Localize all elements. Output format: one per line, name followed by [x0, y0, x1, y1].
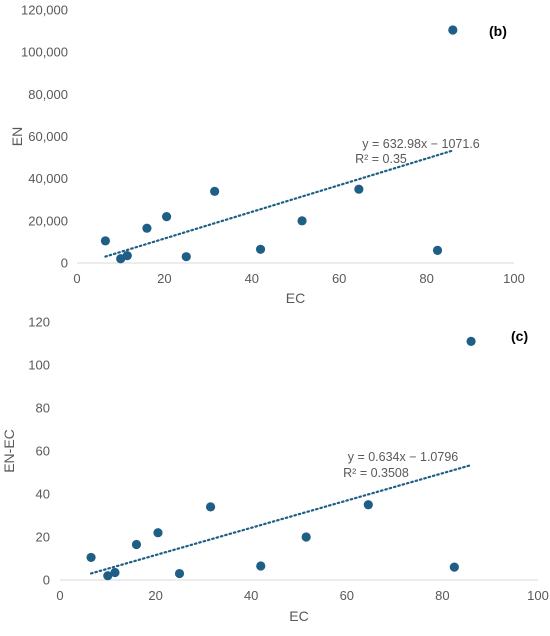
- chart-b-x-tick-label: 100: [503, 271, 525, 286]
- chart-b-x-tick-label: 0: [73, 271, 80, 286]
- chart-b-y-tick-label: 100,000: [21, 45, 68, 60]
- chart-b-points: [100, 25, 458, 264]
- chart-c-trend-equation: y = 0.634x − 1.0796: [348, 450, 459, 464]
- chart-b-x-tick-labels: 0 20 40 60 80 100: [73, 271, 524, 286]
- chart-c-panel-label: (c): [511, 328, 528, 344]
- chart-b-y-tick-label: 20,000: [28, 213, 68, 228]
- chart-b-y-tick-label: 80,000: [28, 87, 68, 102]
- chart-c-data-point: [153, 528, 163, 538]
- chart-b-y-tick-label: 120,000: [21, 3, 68, 18]
- chart-b-data-point: [297, 216, 307, 226]
- chart-b-data-point: [142, 223, 152, 233]
- chart-c-x-tick-label: 100: [527, 588, 549, 603]
- chart-c-x-tick-label: 80: [435, 588, 449, 603]
- chart-c-x-tick-label: 60: [340, 588, 354, 603]
- chart-c-data-point: [103, 571, 113, 581]
- chart-c-y-tick-label: 120: [28, 315, 50, 330]
- chart-b-panel-label: (b): [489, 23, 507, 39]
- chart-c-x-tick-labels: 0 20 40 60 80 100: [56, 588, 548, 603]
- chart-c-y-label: EN-EC: [1, 429, 17, 473]
- chart-b-data-point: [122, 251, 132, 261]
- chart-c-y-tick-label: 0: [43, 573, 50, 588]
- chart-c-x-tick-label: 20: [148, 588, 162, 603]
- chart-b-x-tick-label: 20: [157, 271, 171, 286]
- chart-b-y-tick-label: 60,000: [28, 129, 68, 144]
- chart-c-data-point: [301, 532, 311, 542]
- chart-c-data-point: [110, 567, 120, 578]
- chart-b-y-tick-labels: 0 20,000 40,000 60,000 80,000 100,000 120,000: [21, 3, 68, 271]
- chart-c-data-point: [449, 562, 459, 572]
- chart-b-data-point: [255, 244, 266, 254]
- chart-b-trend-r2: R² = 0.35: [355, 152, 407, 166]
- chart-b-y-tick-label: 40,000: [28, 171, 68, 186]
- chart-c-y-tick-label: 80: [36, 401, 50, 416]
- chart-c-x-label: EC: [289, 608, 308, 624]
- chart-b-data-point: [210, 186, 220, 196]
- chart-c-y-tick-label: 20: [36, 530, 50, 545]
- chart-c-trendline: [89, 463, 473, 575]
- chart-c-data-point: [205, 502, 216, 512]
- chart-b-data-point: [432, 245, 443, 255]
- chart-b-data-point: [448, 25, 458, 35]
- chart-c-trend-r2: R² = 0.3508: [343, 466, 409, 480]
- chart-c-x-tick-label: 0: [56, 588, 63, 603]
- chart-c-y-tick-label: 40: [36, 487, 50, 502]
- chart-c-data-point: [466, 336, 476, 346]
- chart-b-data-point: [161, 212, 172, 222]
- chart-b-trend-equation: y = 632.98x − 1071.6: [362, 137, 480, 151]
- chart-b-data-point: [181, 252, 191, 262]
- chart-c-points: [86, 336, 476, 581]
- chart-b-data-point: [100, 236, 111, 246]
- chart-c-data-point: [363, 500, 373, 510]
- chart-c: 0 20 40 60 80 100 0 20 40 60 80 100 120 EC EN-EC (c…: [1, 315, 549, 625]
- chart-c-y-tick-label: 60: [36, 444, 50, 459]
- chart-b-x-tick-label: 60: [332, 271, 346, 286]
- chart-c-x-tick-label: 40: [244, 588, 258, 603]
- chart-c-data-point: [256, 561, 266, 571]
- chart-b-trendline: [104, 149, 454, 258]
- chart-b-y-label: EN: [9, 127, 25, 146]
- chart-b-x-tick-label: 40: [245, 271, 259, 286]
- chart-c-y-tick-label: 100: [28, 358, 50, 373]
- chart-b-data-point: [354, 184, 364, 194]
- chart-c-data-point: [131, 539, 142, 550]
- chart-b: 0 20 40 60 80 100 0 20,000 40,000 60,000 80,000 10…: [9, 3, 525, 307]
- chart-b-y-tick-label: 0: [61, 256, 68, 271]
- chart-c-data-point: [174, 568, 185, 579]
- chart-b-x-tick-label: 80: [419, 271, 433, 286]
- chart-c-y-tick-labels: 0 20 40 60 80 100 120: [28, 315, 50, 588]
- chart-b-x-label: EC: [286, 290, 305, 306]
- chart-c-data-point: [86, 552, 96, 563]
